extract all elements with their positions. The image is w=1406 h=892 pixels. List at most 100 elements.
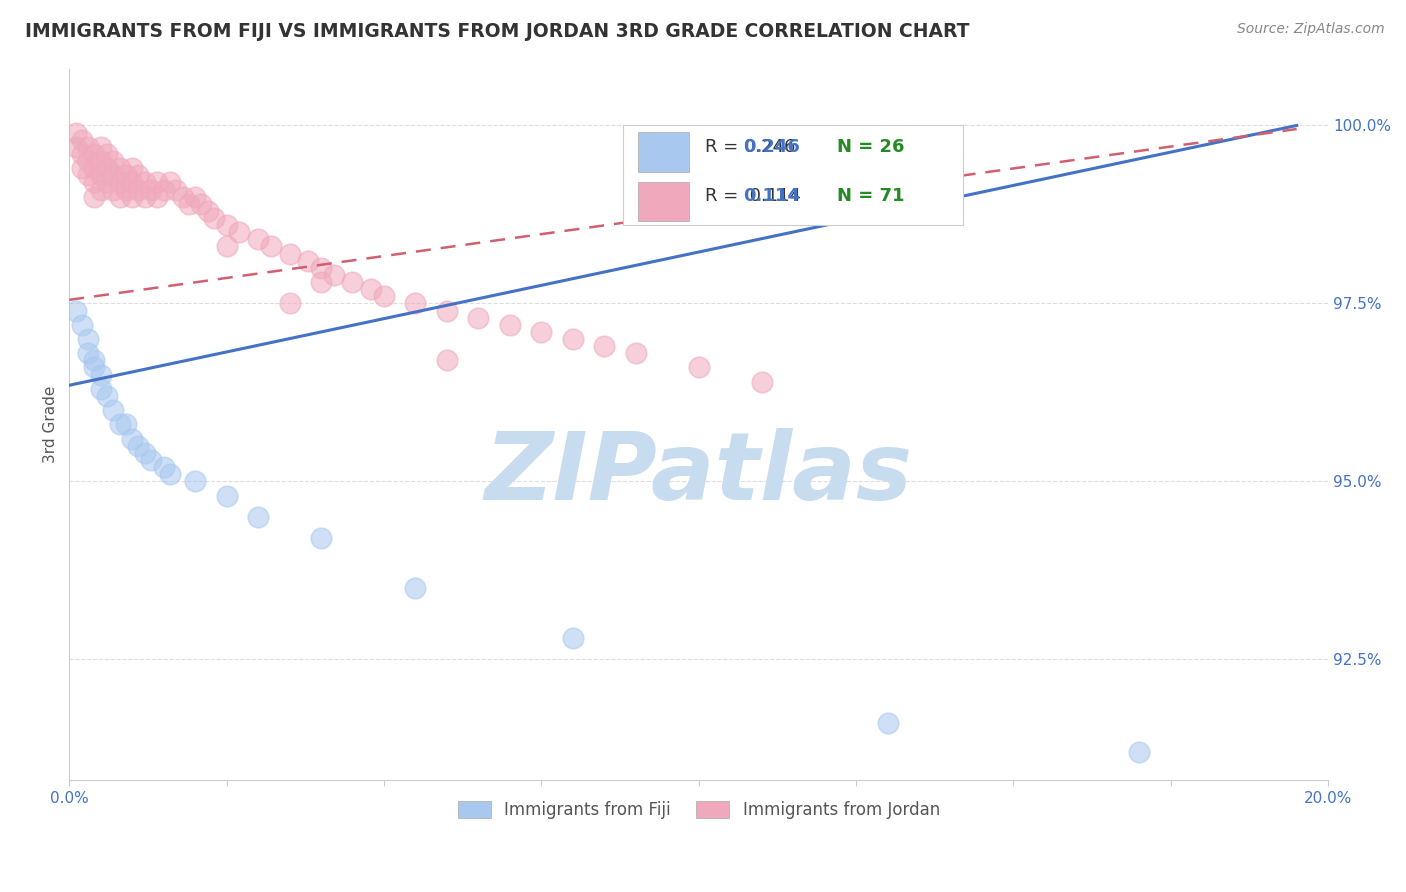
Point [96, 175, 118, 189]
Point [134, 189, 156, 203]
Point [177, 196, 200, 211]
Point [103, 169, 125, 183]
FancyBboxPatch shape [623, 126, 963, 225]
Point [215, 489, 238, 503]
Point [96, 147, 118, 161]
Point [165, 182, 187, 196]
Y-axis label: 3rd Grade: 3rd Grade [44, 385, 58, 463]
Point [139, 182, 162, 196]
Point [215, 239, 238, 253]
Text: R =  0.114: R = 0.114 [704, 187, 801, 205]
Point [876, 716, 898, 731]
Point [90, 140, 112, 154]
Point [121, 175, 143, 189]
Point [77, 346, 100, 360]
Point [83, 147, 105, 161]
Point [152, 460, 174, 475]
Point [1128, 745, 1150, 759]
Point [70, 161, 93, 176]
Text: ZIPatlas: ZIPatlas [485, 428, 912, 520]
Point [134, 175, 156, 189]
Point [159, 175, 181, 189]
Point [127, 439, 149, 453]
Point [309, 531, 332, 545]
Point [90, 169, 112, 183]
Point [115, 182, 138, 196]
Point [90, 368, 112, 382]
Point [593, 339, 616, 353]
Point [83, 175, 105, 189]
Bar [638, 182, 689, 221]
Point [77, 169, 100, 183]
Point [83, 360, 105, 375]
Point [83, 161, 105, 176]
Point [146, 175, 169, 189]
Point [70, 318, 93, 332]
Point [228, 225, 250, 239]
Point [103, 403, 125, 417]
Point [360, 282, 382, 296]
Point [108, 189, 131, 203]
Point [215, 218, 238, 232]
Point [322, 268, 344, 282]
Point [121, 432, 143, 446]
Point [77, 154, 100, 169]
Point [688, 360, 710, 375]
Point [152, 182, 174, 196]
Text: 0.246: 0.246 [742, 137, 800, 156]
Point [561, 332, 583, 346]
Point [83, 189, 105, 203]
Point [77, 140, 100, 154]
Point [134, 446, 156, 460]
Point [65, 303, 87, 318]
Point [309, 260, 332, 275]
Point [247, 510, 270, 524]
Point [202, 211, 225, 225]
Point [373, 289, 395, 303]
Point [404, 581, 426, 595]
Point [65, 140, 87, 154]
Point [159, 467, 181, 482]
Point [624, 346, 647, 360]
Point [146, 189, 169, 203]
Point [197, 203, 219, 218]
Point [121, 161, 143, 176]
Point [127, 182, 149, 196]
Point [65, 126, 87, 140]
Text: Source: ZipAtlas.com: Source: ZipAtlas.com [1237, 22, 1385, 37]
Point [436, 303, 458, 318]
Point [90, 154, 112, 169]
Point [278, 246, 301, 260]
Point [499, 318, 522, 332]
Point [70, 147, 93, 161]
Point [121, 189, 143, 203]
Point [77, 332, 100, 346]
Point [184, 475, 207, 489]
Point [115, 417, 138, 432]
Point [404, 296, 426, 310]
Point [184, 189, 207, 203]
Point [90, 182, 112, 196]
Point [260, 239, 283, 253]
Point [127, 169, 149, 183]
Point [108, 417, 131, 432]
Point [247, 232, 270, 246]
Point [530, 325, 553, 339]
Point [83, 353, 105, 368]
Point [467, 310, 489, 325]
Point [309, 275, 332, 289]
Text: IMMIGRANTS FROM FIJI VS IMMIGRANTS FROM JORDAN 3RD GRADE CORRELATION CHART: IMMIGRANTS FROM FIJI VS IMMIGRANTS FROM … [25, 22, 970, 41]
Point [561, 631, 583, 645]
Point [751, 375, 773, 389]
Point [103, 182, 125, 196]
Point [70, 133, 93, 147]
Legend: Immigrants from Fiji, Immigrants from Jordan: Immigrants from Fiji, Immigrants from Jo… [451, 794, 946, 825]
Text: 0.114: 0.114 [742, 187, 800, 205]
Text: R = 0.246: R = 0.246 [704, 137, 796, 156]
Point [103, 154, 125, 169]
Point [90, 382, 112, 396]
Point [297, 253, 319, 268]
Point [139, 453, 162, 467]
Point [172, 189, 194, 203]
Point [190, 196, 212, 211]
